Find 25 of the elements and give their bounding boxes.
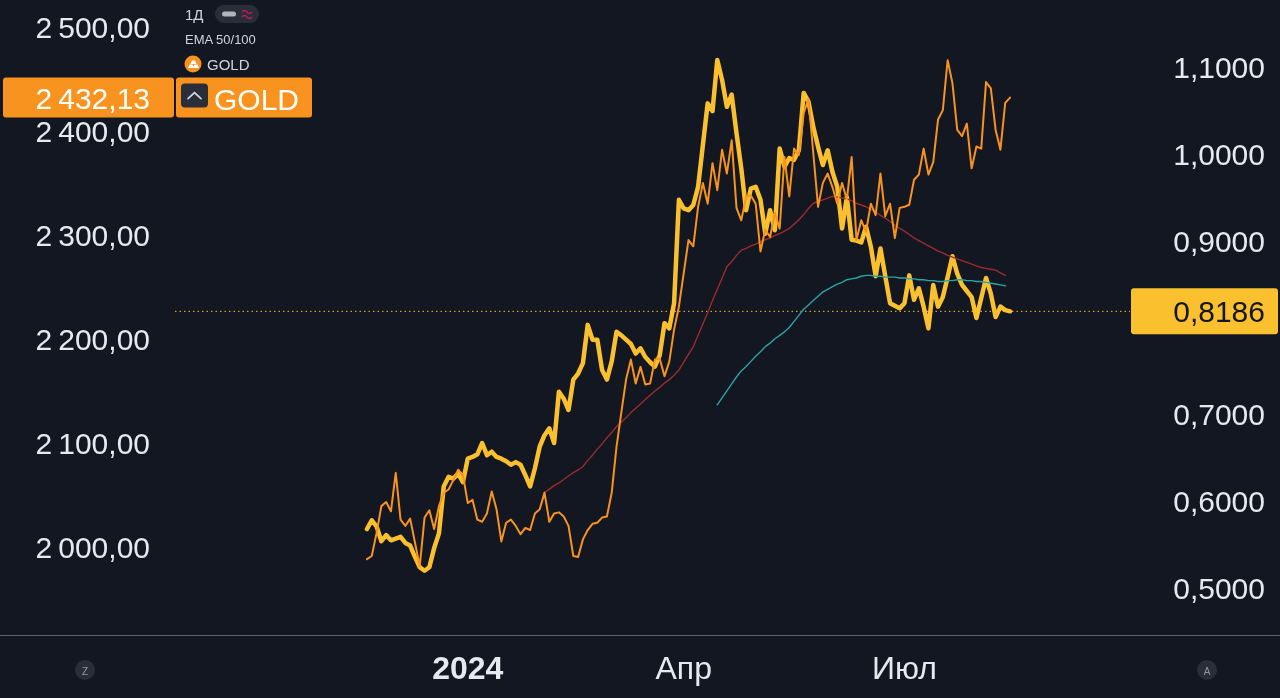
ref-line-label: 0,8186 [1173, 294, 1265, 328]
y-tick-label: 2 200,00 [35, 322, 150, 356]
x-tick-label: Апр [655, 650, 712, 686]
text: A [1203, 665, 1211, 676]
y2-tick-label: 0,6000 [1173, 484, 1265, 518]
x-tick-label: 2024 [432, 650, 504, 686]
y-tick-label: 2 100,00 [35, 426, 150, 460]
y2-tick-label: 1,1000 [1173, 50, 1265, 84]
y-tick-label: 2 000,00 [35, 530, 150, 564]
y-tick-label: 2 400,00 [35, 114, 150, 148]
y2-tick-label: 0,9000 [1173, 224, 1265, 258]
text: GOLD [214, 82, 300, 116]
y2-tick-label: 0,5000 [1173, 571, 1265, 605]
y2-tick-label: 1,0000 [1173, 137, 1265, 171]
line-series [543, 195, 1006, 494]
annotation: EMA 50/100 [185, 31, 256, 47]
y-tick-label: 2 300,00 [35, 218, 150, 252]
text: 2 432,13 [35, 81, 150, 115]
legend-label: GOLD [207, 55, 250, 73]
y2-tick-label: 0,7000 [1173, 397, 1265, 431]
text: Z [81, 665, 89, 676]
annotation: 1Д [185, 5, 204, 23]
y-tick-label: 2 500,00 [35, 10, 150, 44]
line-series [716, 274, 1006, 406]
x-tick-label: Июл [871, 650, 937, 686]
